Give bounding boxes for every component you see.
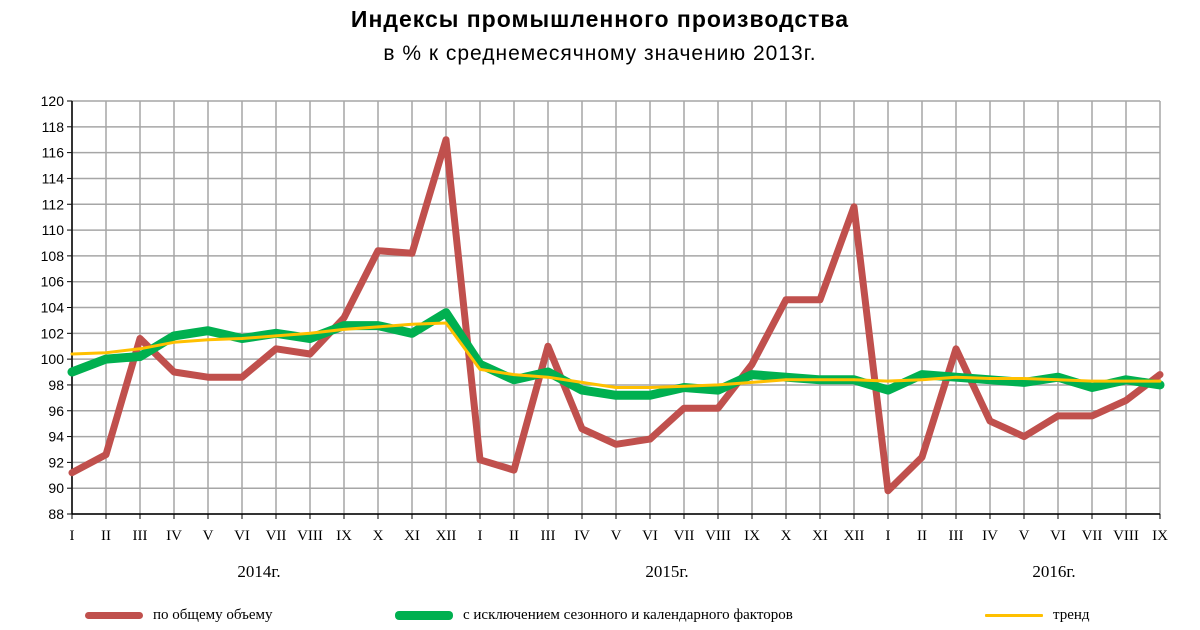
x-tick-label: VI [642, 528, 658, 544]
y-tick-label: 94 [48, 429, 64, 445]
legend-item-seasonal: с исключением сезонного и календарного ф… [395, 603, 793, 627]
x-tick-label: IX [744, 528, 760, 544]
y-tick-label: 100 [41, 351, 65, 367]
y-tick-label: 98 [48, 377, 64, 393]
x-tick-label: I [478, 528, 483, 544]
x-tick-label: I [70, 528, 75, 544]
year-label: 2015г. [645, 562, 688, 581]
x-tick-label: V [203, 528, 214, 544]
y-tick-label: 114 [42, 170, 65, 186]
legend-item-total: по общему объему [85, 603, 273, 627]
x-tick-label: IV [166, 528, 182, 544]
x-tick-label: VII [1082, 528, 1103, 544]
y-tick-label: 104 [41, 300, 65, 316]
x-tick-label: VIII [705, 528, 731, 544]
x-tick-label: VIII [1113, 528, 1139, 544]
x-tick-label: III [541, 528, 556, 544]
y-tick-label: 102 [41, 325, 65, 341]
y-tick-label: 120 [41, 93, 65, 109]
line-chart: 88 90 92 94 96 98 100 102 104 106 108 110 112 114 116 1… [41, 93, 1168, 581]
legend-label-total: по общему объему [153, 606, 273, 623]
x-tick-label: V [611, 528, 622, 544]
legend-item-trend: тренд [985, 603, 1090, 627]
series-line-2 [70, 321, 1162, 389]
x-tick-label: X [781, 528, 792, 544]
legend-swatch-trend [985, 613, 1043, 617]
x-tick-label: IV [574, 528, 590, 544]
y-tick-label: 96 [48, 403, 64, 419]
x-tick-label: II [509, 528, 519, 544]
legend-swatch-total [85, 611, 143, 619]
year-label: 2014г. [237, 562, 280, 581]
y-tick-label: 90 [48, 480, 64, 496]
y-tick-label: 92 [48, 454, 64, 470]
y-tick-label: 108 [41, 248, 65, 264]
y-tick-label: 112 [42, 196, 65, 212]
legend-label-seasonal: с исключением сезонного и календарного ф… [463, 606, 793, 623]
x-tick-label: X [373, 528, 384, 544]
x-tick-label: II [101, 528, 111, 544]
year-label: 2016г. [1032, 562, 1075, 581]
x-tick-label: V [1019, 528, 1030, 544]
y-tick-label: 110 [42, 222, 65, 238]
series-line-0 [68, 136, 1164, 495]
y-tick-label: 106 [41, 274, 65, 290]
x-tick-label: IV [982, 528, 998, 544]
x-tick-label: I [886, 528, 891, 544]
legend-swatch-seasonal [395, 610, 453, 620]
x-tick-label: VII [674, 528, 695, 544]
x-tick-label: XI [404, 528, 420, 544]
x-tick-label: VIII [297, 528, 323, 544]
x-tick-label: XI [812, 528, 828, 544]
x-tick-label: VII [266, 528, 287, 544]
x-tick-label: IX [336, 528, 352, 544]
chart-title: Индексы промышленного производства [350, 6, 850, 32]
x-tick-label: VI [234, 528, 250, 544]
y-tick-label: 88 [48, 506, 64, 522]
chart-subtitle: в % к среднемесячному значению 2013г. [383, 42, 817, 65]
y-tick-label: 116 [42, 145, 65, 161]
y-tick-label: 118 [42, 119, 65, 135]
x-tick-label: II [917, 528, 927, 544]
x-tick-label: XII [844, 528, 865, 544]
x-tick-label: XII [436, 528, 457, 544]
x-tick-label: IX [1152, 528, 1168, 544]
x-tick-label: VI [1050, 528, 1066, 544]
legend-label-trend: тренд [1053, 606, 1090, 623]
x-tick-label: III [949, 528, 964, 544]
x-tick-label: III [133, 528, 148, 544]
